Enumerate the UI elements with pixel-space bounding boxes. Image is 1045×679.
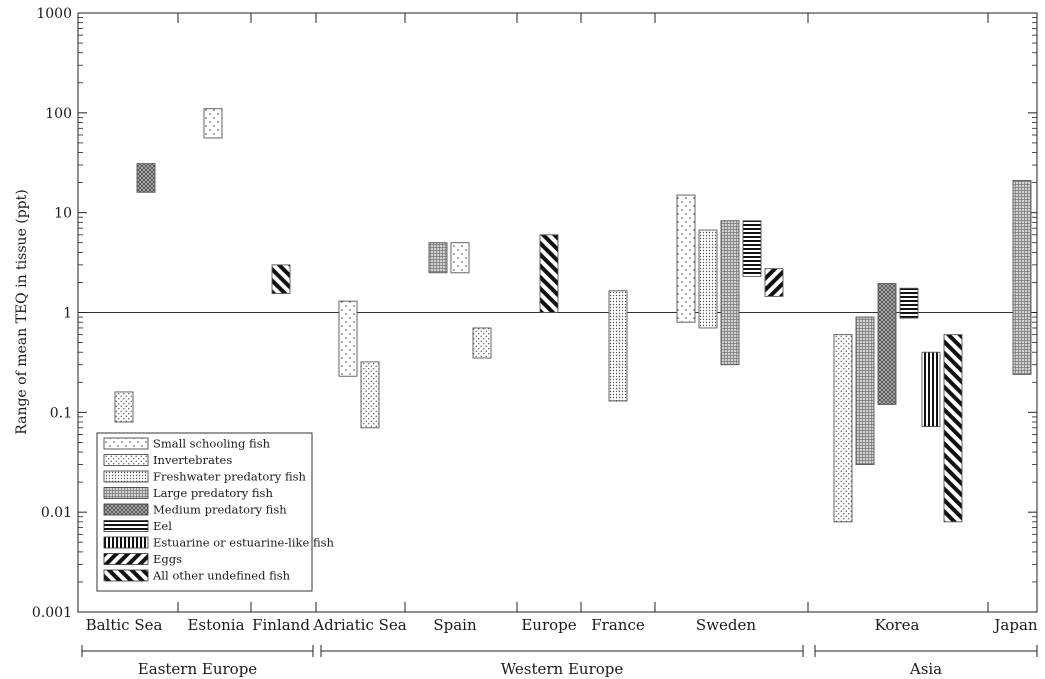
range-bar	[450, 242, 470, 274]
legend-label: Eggs	[153, 552, 182, 566]
range-bar	[698, 229, 718, 329]
range-bar	[833, 334, 853, 523]
range-bar	[136, 163, 156, 193]
legend-label: Small schooling fish	[153, 437, 271, 451]
category-label: Japan	[992, 616, 1038, 634]
range-bar	[338, 300, 358, 377]
y-tick-label: 0.1	[50, 405, 72, 421]
category-label: Spain	[433, 616, 477, 634]
y-axis-ticks	[78, 12, 1037, 613]
range-bar	[943, 334, 963, 523]
legend-swatch	[103, 470, 149, 483]
range-bar	[921, 351, 941, 428]
y-tick-label: 1	[63, 306, 72, 322]
category-label: Europe	[521, 616, 576, 634]
legend-label: Large predatory fish	[153, 486, 273, 500]
legend-label: Eel	[153, 519, 172, 533]
legend-label: Medium predatory fish	[153, 503, 287, 517]
category-label: Sweden	[696, 616, 756, 634]
region-label: Western Europe	[501, 660, 624, 678]
range-bar	[1012, 180, 1032, 375]
range-bar	[271, 264, 291, 294]
range-bar	[899, 287, 919, 319]
y-tick-label: 1000	[36, 6, 72, 22]
range-bar	[203, 108, 223, 139]
legend-swatch	[103, 437, 149, 450]
range-bar	[114, 391, 134, 423]
category-label: Korea	[875, 616, 920, 634]
y-axis-title: Range of mean TEQ in tissue (ppt)	[14, 189, 30, 435]
y-axis-tick-labels: 0.001 0.01 0.1 1 10 100 1000	[32, 6, 72, 621]
x-axis-category-labels: Baltic Sea Estonia Finland Adriatic Sea Spai…	[86, 616, 1038, 634]
legend-swatch	[103, 553, 149, 565]
category-label: Baltic Sea	[86, 616, 163, 634]
range-bar	[676, 194, 696, 323]
legend-swatch	[103, 487, 149, 499]
y-tick-label: 0.01	[41, 505, 72, 521]
range-bar	[428, 242, 448, 274]
region-label: Eastern Europe	[138, 660, 258, 678]
region-label: Asia	[909, 660, 942, 678]
legend-swatch	[103, 569, 149, 582]
legend-label: Freshwater predatory fish	[153, 470, 307, 484]
range-bar	[539, 234, 559, 313]
range-bar	[742, 220, 762, 277]
legend-items: Small schooling fish Invertebrates Freshwa…	[103, 437, 335, 583]
range-bar	[472, 327, 492, 359]
category-label: France	[591, 616, 645, 634]
y-tick-label: 10	[54, 206, 72, 222]
range-bar	[764, 268, 784, 297]
y-tick-label: 0.001	[32, 605, 72, 621]
legend-swatch	[103, 536, 149, 549]
y-tick-label: 100	[45, 106, 72, 122]
legend-label: Estuarine or estuarine-like fish	[153, 536, 335, 550]
legend-label: All other undefined fish	[152, 569, 291, 583]
category-label: Finland	[252, 616, 310, 634]
legend-swatch	[103, 503, 149, 516]
region-brackets: Eastern Europe Western Europe Asia	[81, 645, 1038, 678]
range-bar	[877, 283, 897, 405]
legend-swatch	[103, 520, 149, 532]
category-label: Adriatic Sea	[312, 616, 406, 634]
legend-label: Invertebrates	[153, 453, 232, 467]
range-bar	[608, 290, 628, 402]
range-bars	[114, 108, 1032, 523]
range-bar	[720, 220, 740, 366]
category-label: Estonia	[187, 616, 244, 634]
range-bar	[855, 316, 875, 465]
x-axis-ticks	[177, 13, 989, 612]
legend: Small schooling fish Invertebrates Freshwa…	[96, 432, 335, 592]
legend-swatch	[103, 454, 149, 466]
range-bar	[360, 361, 380, 429]
